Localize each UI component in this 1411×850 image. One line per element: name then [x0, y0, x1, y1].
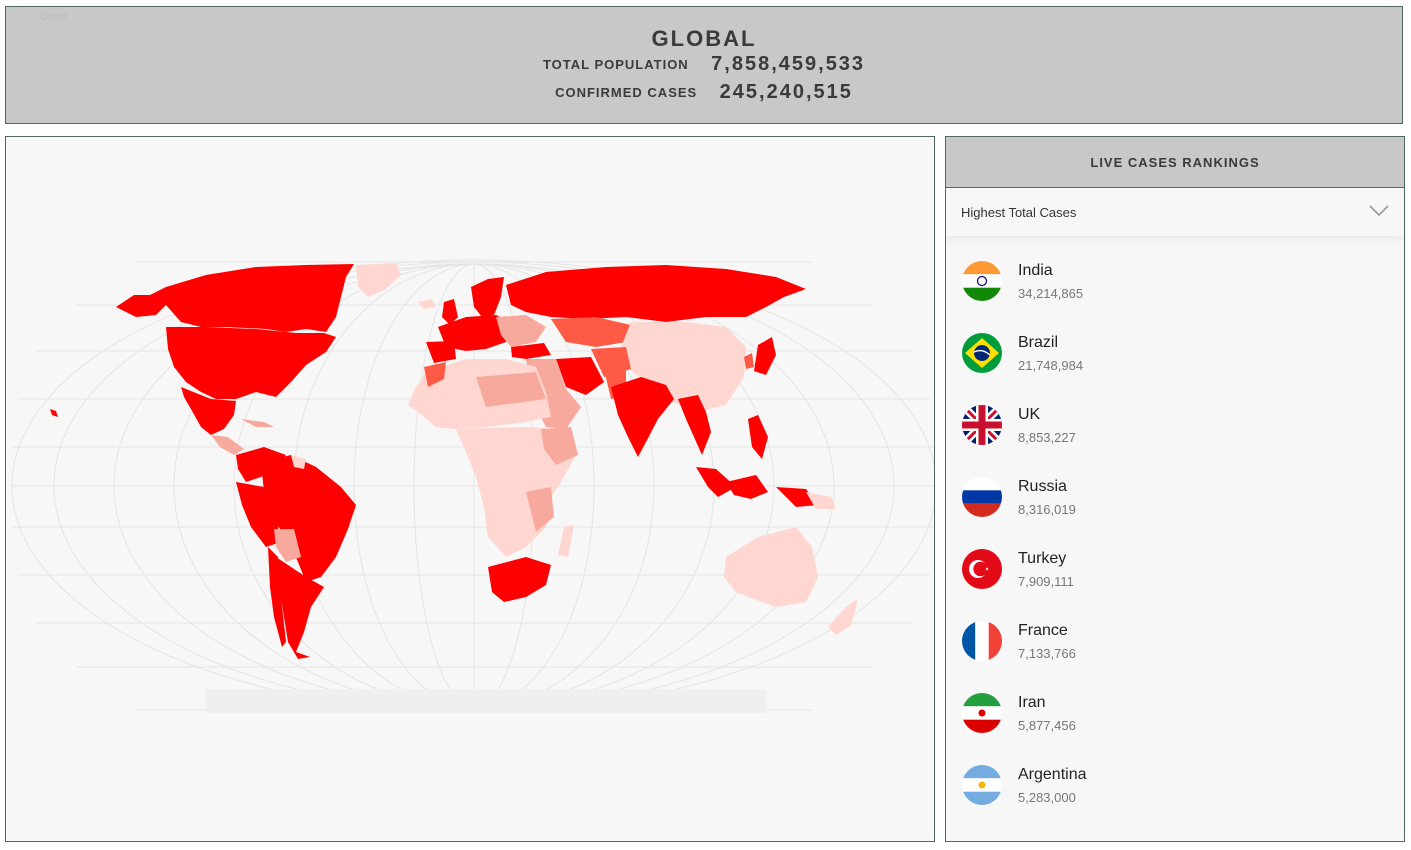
country-ethiopia[interactable]	[541, 427, 578, 465]
country-japan[interactable]	[754, 337, 776, 375]
ranking-filter-value: Highest Total Cases	[961, 204, 1077, 220]
france-flag-icon	[962, 621, 1002, 661]
country-east-africa[interactable]	[526, 487, 554, 532]
population-value: 7,858,459,533	[711, 53, 866, 75]
country-name: UK	[1018, 406, 1041, 423]
rankings-title: LIVE CASES RANKINGS	[946, 137, 1404, 188]
rankings-list: India 34,214,865 Brazil 21,748,984 UK 8,…	[946, 258, 1404, 834]
country-mongolia-china[interactable]	[621, 322, 746, 412]
country-southeast-asia[interactable]	[678, 395, 711, 455]
country-name: Turkey	[1018, 550, 1067, 567]
country-cuba[interactable]	[241, 419, 274, 427]
confirmed-label: CONFIRMED CASES	[555, 85, 698, 100]
population-row: TOTAL POPULATION 7,858,459,533	[6, 53, 1402, 76]
country-name: Russia	[1018, 478, 1067, 495]
country-kazakhstan[interactable]	[551, 317, 631, 347]
country-alaska[interactable]	[116, 295, 166, 317]
country-name: Argentina	[1018, 766, 1087, 783]
ranking-filter-dropdown[interactable]: Highest Total Cases	[946, 188, 1404, 236]
country-spain[interactable]	[426, 341, 456, 363]
country-cases: 21,748,984	[1018, 358, 1084, 373]
country-brazil[interactable]	[261, 455, 356, 582]
country-cases: 8,316,019	[1018, 502, 1076, 517]
population-label: TOTAL POPULATION	[542, 57, 689, 72]
world-map[interactable]	[6, 137, 935, 842]
ranking-item-france[interactable]: France 7,133,766	[946, 618, 1404, 690]
brazil-flag-icon	[962, 333, 1002, 373]
country-iran[interactable]	[556, 357, 604, 395]
country-cases: 34,214,865	[1018, 286, 1084, 301]
ranking-item-iran[interactable]: Iran 5,877,456	[946, 690, 1404, 762]
country-turkey[interactable]	[511, 343, 551, 359]
country-peru-bolivia[interactable]	[236, 482, 281, 547]
country-central-africa[interactable]	[456, 427, 576, 557]
country-canada[interactable]	[136, 264, 354, 332]
country-name: Iran	[1018, 694, 1046, 711]
country-south-africa[interactable]	[488, 557, 551, 602]
antarctica-shape	[206, 689, 766, 713]
faint-logo-text: Covid	[39, 11, 68, 23]
country-new-zealand[interactable]	[828, 599, 858, 635]
country-paraguay[interactable]	[274, 529, 301, 562]
country-western-europe[interactable]	[438, 315, 511, 351]
country-cases: 7,909,111	[1018, 574, 1074, 589]
iran-flag-icon	[962, 693, 1002, 733]
country-hawaii	[50, 409, 58, 417]
country-scandinavia[interactable]	[471, 277, 504, 317]
ranking-item-india[interactable]: India 34,214,865	[946, 258, 1404, 330]
country-russia[interactable]	[506, 265, 806, 322]
country-central-america[interactable]	[211, 435, 244, 455]
country-greenland	[356, 263, 401, 297]
country-morocco[interactable]	[424, 362, 446, 387]
country-australia[interactable]	[724, 527, 818, 607]
country-name: France	[1018, 622, 1068, 639]
country-cases: 5,877,456	[1018, 718, 1076, 733]
live-cases-rankings-panel: LIVE CASES RANKINGS Highest Total Cases …	[945, 136, 1405, 842]
country-eastern-europe[interactable]	[496, 315, 546, 347]
country-guiana[interactable]	[291, 455, 306, 469]
country-philippines[interactable]	[748, 415, 768, 459]
country-name: India	[1018, 262, 1053, 279]
confirmed-row: CONFIRMED CASES 245,240,515	[6, 81, 1402, 104]
country-indonesia[interactable]	[696, 467, 818, 507]
confirmed-value: 245,240,515	[719, 81, 853, 103]
ranking-item-argentina[interactable]: Argentina 5,283,000	[946, 762, 1404, 834]
uk-flag-icon	[962, 405, 1002, 445]
world-map-panel[interactable]	[5, 136, 935, 842]
country-cases: 8,853,227	[1018, 430, 1076, 445]
country-libya-egypt[interactable]	[476, 372, 546, 407]
country-korea[interactable]	[744, 353, 754, 369]
chevron-down-icon[interactable]	[1368, 204, 1390, 218]
country-name: Brazil	[1018, 334, 1059, 351]
country-cases: 7,133,766	[1018, 646, 1076, 661]
country-iceland[interactable]	[418, 299, 436, 309]
country-usa[interactable]	[166, 327, 336, 399]
country-chile[interactable]	[268, 547, 286, 647]
turkey-flag-icon	[962, 549, 1002, 589]
russia-flag-icon	[962, 477, 1002, 517]
page-title: GLOBAL	[651, 26, 757, 51]
ranking-item-brazil[interactable]: Brazil 21,748,984	[946, 330, 1404, 402]
country-uk[interactable]	[442, 299, 458, 325]
global-summary-header: Covid GLOBAL TOTAL POPULATION 7,858,459,…	[5, 6, 1403, 124]
country-madagascar[interactable]	[558, 525, 574, 557]
country-papua[interactable]	[806, 492, 836, 509]
country-mexico[interactable]	[181, 387, 236, 435]
ranking-item-turkey[interactable]: Turkey 7,909,111	[946, 546, 1404, 618]
ranking-item-uk[interactable]: UK 8,853,227	[946, 402, 1404, 474]
argentina-flag-icon	[962, 765, 1002, 805]
ranking-item-russia[interactable]: Russia 8,316,019	[946, 474, 1404, 546]
india-flag-icon	[962, 261, 1002, 301]
country-colombia-venezuela[interactable]	[236, 447, 286, 482]
country-cases: 5,283,000	[1018, 790, 1076, 805]
country-india[interactable]	[611, 377, 674, 457]
country-argentina[interactable]	[276, 557, 324, 659]
